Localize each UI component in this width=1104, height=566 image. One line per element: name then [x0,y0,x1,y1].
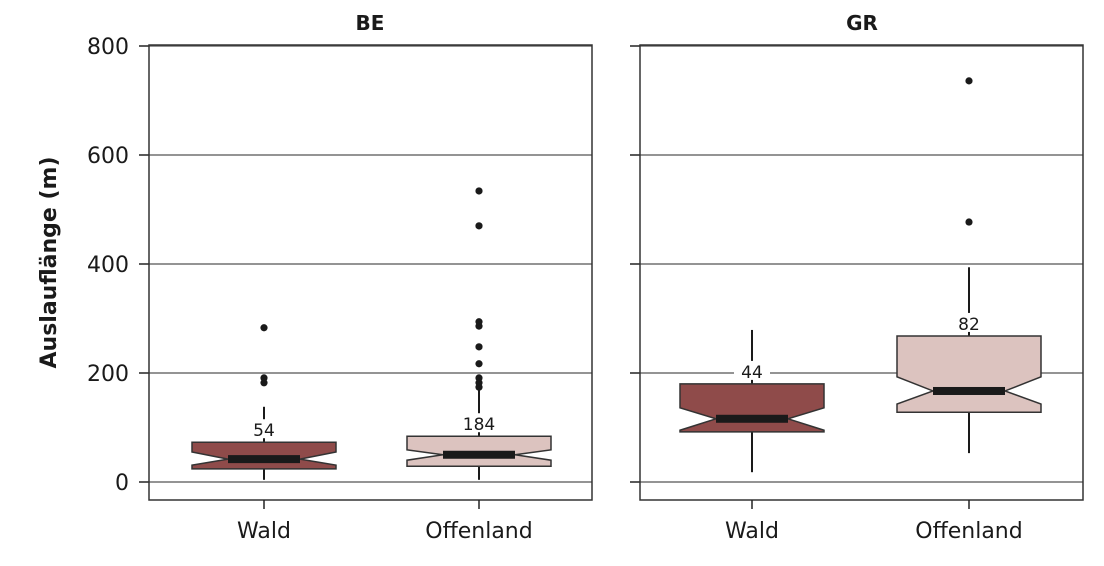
n-label: 82 [958,315,980,335]
median-bar [716,414,788,423]
x-tick-label: Offenland [425,519,532,544]
y-tick-label: 0 [115,471,129,496]
outlier-point [475,343,483,351]
outlier-point [475,187,483,195]
x-tick-label: Offenland [915,519,1022,544]
median-bar [933,386,1005,395]
outlier-point [475,222,483,230]
n-label: 44 [741,363,763,383]
box-wald: 54 Wald [191,324,337,544]
panel-frame [148,44,593,501]
notched-box [896,335,1042,413]
y-tick-label: 800 [87,35,129,60]
n-label-bg [734,360,770,380]
n-label: 54 [253,421,275,441]
median-bar [443,450,515,459]
outlier-point [260,374,268,382]
outlier-point [475,374,483,382]
x-tick-label: Wald [725,519,779,544]
panel-be: BE 54 Wald 184 Offenland [139,11,593,544]
n-label-bg [461,413,497,433]
outlier-point [475,360,483,368]
median-bar [228,455,300,464]
outlier-point [965,218,973,226]
panel-gr: GR 44 Wald 82 Offenland [630,11,1084,544]
n-label-bg [951,312,987,332]
box-offenland: 82 Offenland [896,77,1042,544]
n-label: 184 [463,415,495,435]
box-offenland: 184 Offenland [406,187,552,544]
y-tick-label: 200 [87,362,129,387]
notched-box [679,383,825,433]
outlier-point [260,324,268,332]
outlier-point [965,77,973,85]
x-tick-label: Wald [237,519,291,544]
box-wald: 44 Wald [679,329,825,544]
panel-frame [639,44,1084,501]
outlier-point [475,318,483,326]
panel-title: BE [356,11,385,35]
n-label-bg [246,419,282,439]
panel-title: GR [846,11,878,35]
y-axis-label: Auslauflänge (m) [37,156,62,368]
y-tick-label: 400 [87,253,129,278]
y-tick-label: 600 [87,144,129,169]
